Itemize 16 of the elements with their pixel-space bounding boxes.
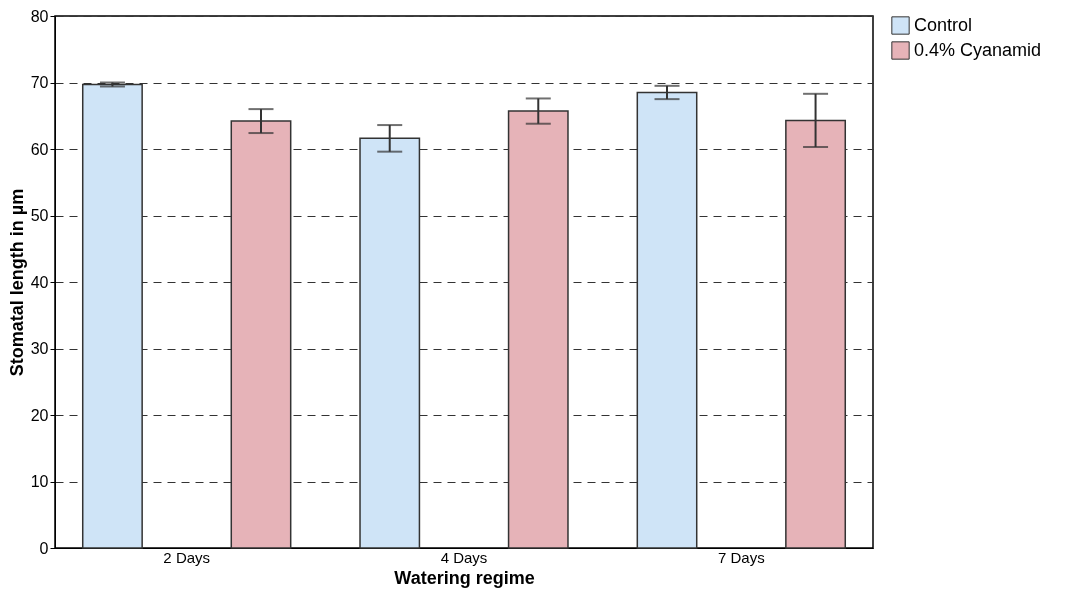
x-axis-title: Watering regime xyxy=(394,567,535,588)
y-tick-label: 70 xyxy=(30,74,49,91)
y-tick-label: 60 xyxy=(30,140,49,158)
x-tick-label: 2 Days xyxy=(163,548,211,566)
y-axis-title: Stomatal length in µm xyxy=(6,188,27,377)
x-tick-label: 7 Days xyxy=(717,548,765,566)
x-tick-label: 4 Days xyxy=(440,548,488,566)
y-tick-label: 50 xyxy=(30,207,49,224)
y-tick-label: 80 xyxy=(30,7,49,25)
y-tick-label: 10 xyxy=(30,473,49,490)
legend-label: 0.4% Cyanamid xyxy=(914,39,1042,60)
y-tick-label: 20 xyxy=(30,406,49,424)
y-tick-label: 0 xyxy=(39,539,49,557)
legend-label: Control xyxy=(914,14,973,35)
y-tick-label: 30 xyxy=(30,340,49,357)
y-tick-label: 40 xyxy=(30,273,49,291)
